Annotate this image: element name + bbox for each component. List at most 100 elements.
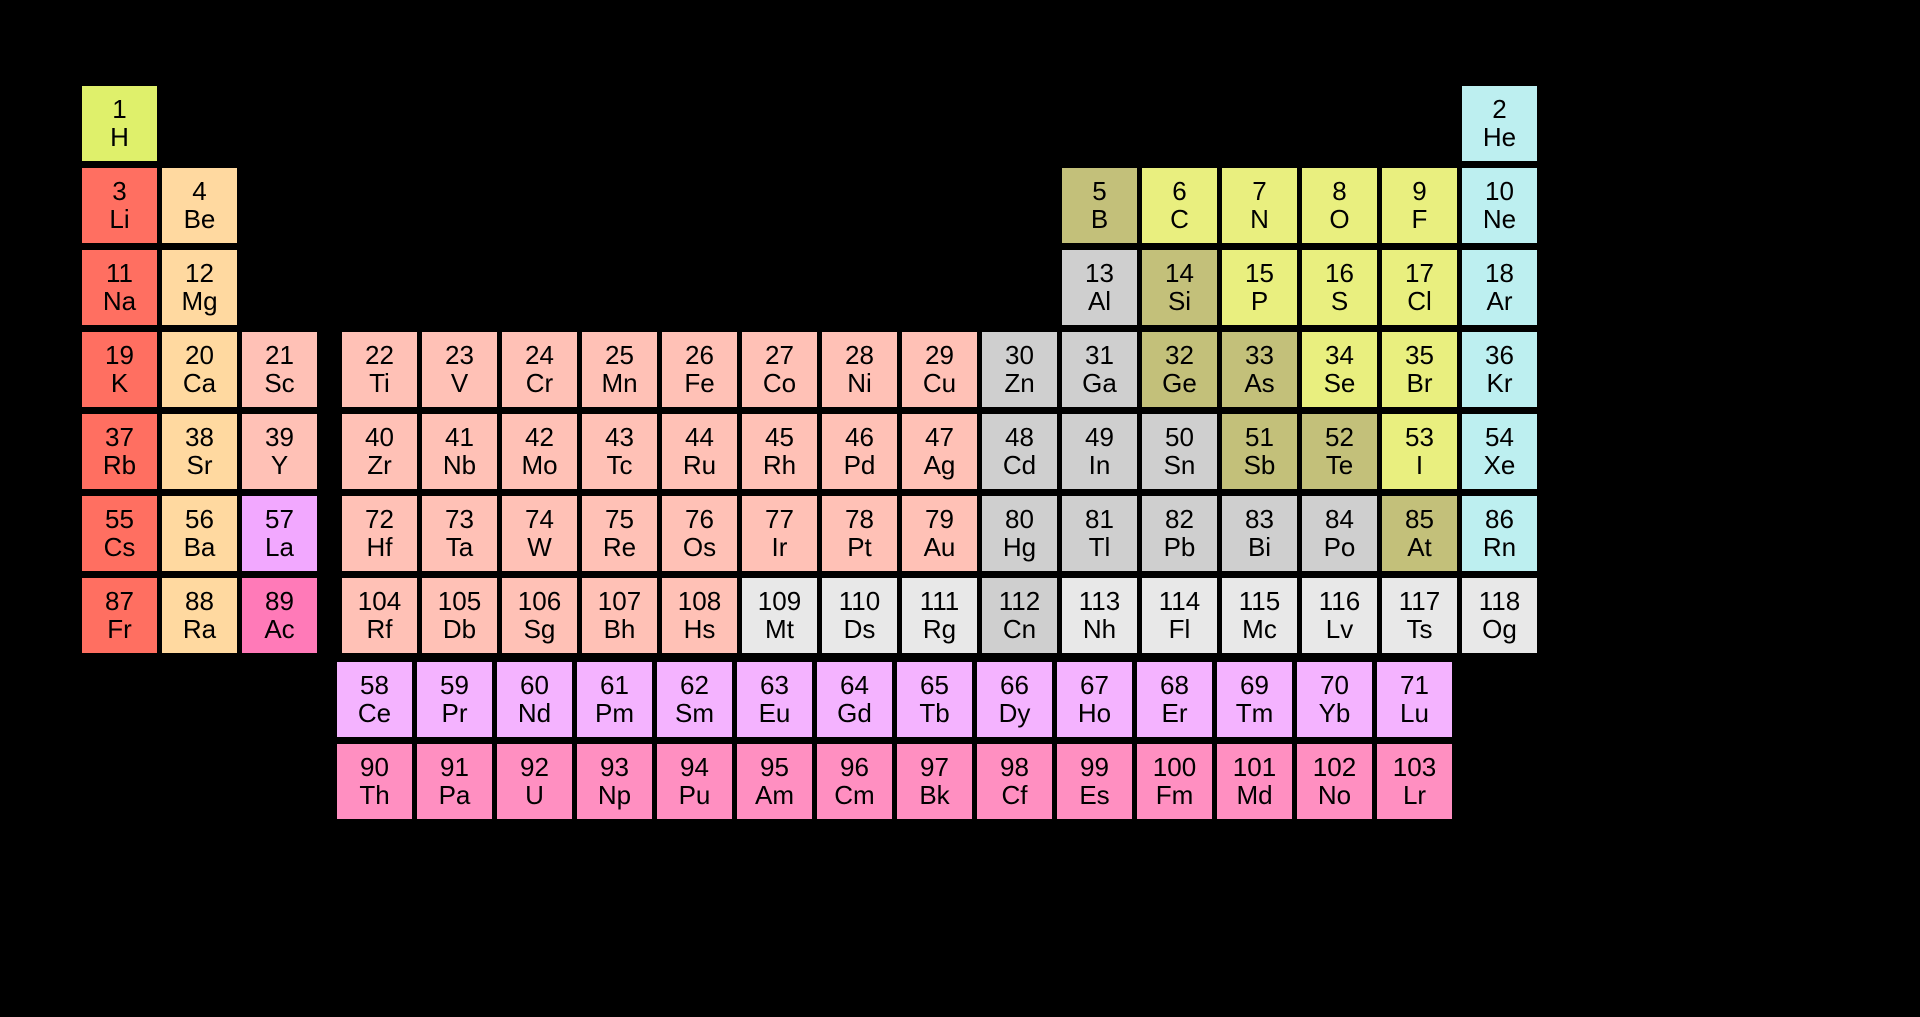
element-symbol: Ag xyxy=(924,452,956,479)
element-Rg: 111Rg xyxy=(902,578,977,653)
element-symbol: At xyxy=(1407,534,1432,561)
element-symbol: Gd xyxy=(837,700,872,727)
element-Na: 11Na xyxy=(82,250,157,325)
element-No: 102No xyxy=(1297,744,1372,819)
element-symbol: Rn xyxy=(1483,534,1516,561)
element-In: 49In xyxy=(1062,414,1137,489)
element-number: 46 xyxy=(845,424,874,451)
element-number: 66 xyxy=(1000,672,1029,699)
element-number: 65 xyxy=(920,672,949,699)
element-symbol: Al xyxy=(1088,288,1111,315)
element-number: 90 xyxy=(360,754,389,781)
element-number: 23 xyxy=(445,342,474,369)
element-Ac: 89Ac xyxy=(242,578,317,653)
element-number: 13 xyxy=(1085,260,1114,287)
element-number: 52 xyxy=(1325,424,1354,451)
element-number: 80 xyxy=(1005,506,1034,533)
element-Nb: 41Nb xyxy=(422,414,497,489)
element-number: 8 xyxy=(1332,178,1346,205)
element-Nh: 113Nh xyxy=(1062,578,1137,653)
element-symbol: Os xyxy=(683,534,716,561)
element-Pt: 78Pt xyxy=(822,496,897,571)
element-number: 78 xyxy=(845,506,874,533)
element-Rh: 45Rh xyxy=(742,414,817,489)
element-number: 36 xyxy=(1485,342,1514,369)
element-symbol: C xyxy=(1170,206,1189,233)
element-number: 27 xyxy=(765,342,794,369)
element-symbol: Xe xyxy=(1484,452,1516,479)
element-number: 34 xyxy=(1325,342,1354,369)
element-Hg: 80Hg xyxy=(982,496,1057,571)
element-Y: 39Y xyxy=(242,414,317,489)
element-number: 45 xyxy=(765,424,794,451)
element-number: 50 xyxy=(1165,424,1194,451)
element-symbol: Po xyxy=(1324,534,1356,561)
element-symbol: Fl xyxy=(1169,616,1191,643)
element-Kr: 36Kr xyxy=(1462,332,1537,407)
element-symbol: Ni xyxy=(847,370,872,397)
element-Ge: 32Ge xyxy=(1142,332,1217,407)
element-symbol: Es xyxy=(1079,782,1109,809)
element-Lv: 116Lv xyxy=(1302,578,1377,653)
element-symbol: Lu xyxy=(1400,700,1429,727)
element-Np: 93Np xyxy=(577,744,652,819)
element-number: 100 xyxy=(1153,754,1196,781)
element-symbol: Kr xyxy=(1487,370,1513,397)
element-number: 3 xyxy=(112,178,126,205)
element-He: 2He xyxy=(1462,86,1537,161)
element-symbol: Ta xyxy=(446,534,473,561)
element-number: 19 xyxy=(105,342,134,369)
element-number: 68 xyxy=(1160,672,1189,699)
element-symbol: Tm xyxy=(1236,700,1274,727)
element-Fl: 114Fl xyxy=(1142,578,1217,653)
element-symbol: Pb xyxy=(1164,534,1196,561)
element-number: 118 xyxy=(1479,588,1520,615)
element-number: 54 xyxy=(1485,424,1514,451)
element-symbol: Hs xyxy=(684,616,716,643)
element-Ds: 110Ds xyxy=(822,578,897,653)
element-symbol: Ac xyxy=(264,616,294,643)
element-number: 110 xyxy=(839,588,880,615)
element-symbol: W xyxy=(527,534,552,561)
element-symbol: Og xyxy=(1482,616,1517,643)
element-symbol: Ce xyxy=(358,700,391,727)
element-Sn: 50Sn xyxy=(1142,414,1217,489)
element-symbol: Zn xyxy=(1004,370,1034,397)
element-symbol: Nh xyxy=(1083,616,1116,643)
element-symbol: Hg xyxy=(1003,534,1036,561)
element-symbol: Tc xyxy=(607,452,633,479)
element-Pa: 91Pa xyxy=(417,744,492,819)
element-number: 98 xyxy=(1000,754,1029,781)
element-number: 44 xyxy=(685,424,714,451)
element-Ca: 20Ca xyxy=(162,332,237,407)
element-number: 96 xyxy=(840,754,869,781)
element-number: 14 xyxy=(1165,260,1194,287)
element-symbol: Db xyxy=(443,616,476,643)
element-number: 53 xyxy=(1405,424,1434,451)
element-Ho: 67Ho xyxy=(1057,662,1132,737)
element-symbol: Se xyxy=(1324,370,1356,397)
element-number: 11 xyxy=(106,260,133,287)
element-P: 15P xyxy=(1222,250,1297,325)
element-Hf: 72Hf xyxy=(342,496,417,571)
element-Dy: 66Dy xyxy=(977,662,1052,737)
element-symbol: Rh xyxy=(763,452,796,479)
element-Rb: 37Rb xyxy=(82,414,157,489)
element-symbol: Co xyxy=(763,370,796,397)
element-number: 49 xyxy=(1085,424,1114,451)
element-symbol: Er xyxy=(1162,700,1188,727)
element-symbol: Sm xyxy=(675,700,714,727)
element-number: 28 xyxy=(845,342,874,369)
element-I: 53I xyxy=(1382,414,1457,489)
element-Nd: 60Nd xyxy=(497,662,572,737)
element-Cm: 96Cm xyxy=(817,744,892,819)
element-number: 72 xyxy=(365,506,394,533)
element-symbol: Sg xyxy=(524,616,556,643)
element-symbol: Rb xyxy=(103,452,136,479)
element-number: 109 xyxy=(758,588,801,615)
element-Se: 34Se xyxy=(1302,332,1377,407)
element-symbol: Rg xyxy=(923,616,956,643)
element-symbol: Pt xyxy=(847,534,872,561)
element-number: 41 xyxy=(445,424,474,451)
element-symbol: Ar xyxy=(1487,288,1513,315)
